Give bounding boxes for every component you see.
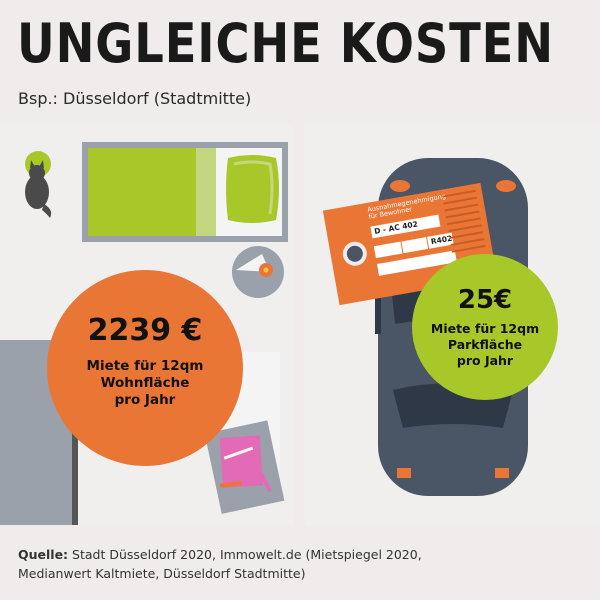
parking-cost-circle: 25€ Miete für 12qm Parkfläche pro Jahr [412,254,558,400]
parking-desc-line3: pro Jahr [456,353,514,368]
source-note: Quelle: Stadt Düsseldorf 2020, Immowelt.… [18,545,422,583]
parking-price: 25€ [457,285,513,315]
apartment-desc-line3: pro Jahr [114,392,176,408]
notebook-icon [204,420,285,514]
page-title: UNGLEICHE KOSTEN [17,12,554,75]
apartment-price: 2239 € [87,313,203,348]
permit-text-lines [442,189,486,258]
apartment-cost-circle: 2239 € Miete für 12qm Wohnfläche pro Jah… [47,270,243,466]
parking-desc-line2: Parkfläche [447,337,523,352]
apartment-panel [0,124,293,525]
permit-hole-icon [340,239,369,268]
permit-blank-field-1 [373,241,403,259]
apartment-description: Miete für 12qm Wohnfläche pro Jahr [87,358,204,409]
apartment-desc-line1: Miete für 12qm [86,358,204,374]
permit-blank-field-2 [401,237,429,254]
cat-icon [25,151,52,218]
source-text-line2: Medianwert Kaltmiete, Düsseldorf Stadtmi… [18,566,306,581]
apartment-desc-line2: Wohnfläche [100,375,190,391]
lamp-icon [232,246,284,298]
source-label: Quelle: [18,547,69,562]
parking-description: Miete für 12qm Parkfläche pro Jahr [431,321,539,369]
page-subtitle: Bsp.: Düsseldorf (Stadtmitte) [18,89,252,108]
parking-desc-line1: Miete für 12qm [430,321,540,336]
apartment-illustration [0,142,288,525]
bed-icon [82,142,288,242]
source-text-line1: Stadt Düsseldorf 2020, Immowelt.de (Miet… [72,547,422,562]
